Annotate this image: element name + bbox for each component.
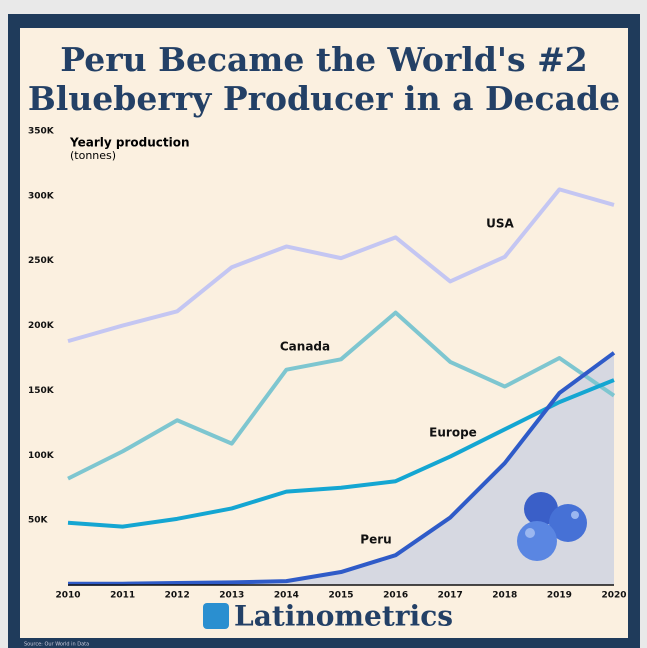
y-tick-label: 150K	[28, 386, 55, 396]
series-label: Canada	[280, 340, 330, 354]
series-label: Europe	[429, 426, 477, 440]
x-tick-label: 2017	[438, 591, 463, 601]
line	[67, 310, 616, 481]
axis-label: (tonnes)	[70, 149, 116, 162]
logo-icon	[203, 603, 229, 629]
source: Source: Our World in Data	[24, 642, 89, 648]
y-tick-label: 250K	[28, 256, 55, 266]
blueberries	[517, 492, 587, 561]
x-tick-label: 2010	[55, 591, 80, 601]
x-tick-label: 2012	[165, 591, 190, 601]
brand: Latinometrics	[234, 600, 453, 633]
chart-title: Peru Became the World's #2	[60, 40, 587, 79]
axis-label: Yearly production	[69, 136, 190, 150]
y-tick-label: 200K	[28, 321, 55, 331]
x-tick-label: 2019	[547, 591, 572, 601]
line	[68, 351, 616, 586]
y-tick-label: 300K	[28, 191, 55, 201]
y-tick-label: 100K	[28, 451, 55, 461]
line	[67, 378, 615, 529]
x-tick-label: 2014	[274, 591, 299, 601]
x-tick-label: 2011	[110, 591, 135, 601]
y-tick-label: 50K	[28, 516, 49, 526]
area	[68, 352, 614, 585]
series-label: USA	[486, 217, 514, 231]
x-tick-label: 2013	[219, 591, 244, 601]
x-tick-label: 2018	[492, 591, 517, 601]
line	[67, 187, 615, 344]
series-label: Peru	[360, 533, 391, 547]
y-tick-label: 350K	[28, 127, 55, 137]
chart-title: Blueberry Producer in a Decade	[28, 79, 620, 118]
x-tick-label: 2020	[601, 591, 626, 601]
x-tick-label: 2016	[383, 591, 408, 601]
x-tick-label: 2015	[328, 591, 353, 601]
